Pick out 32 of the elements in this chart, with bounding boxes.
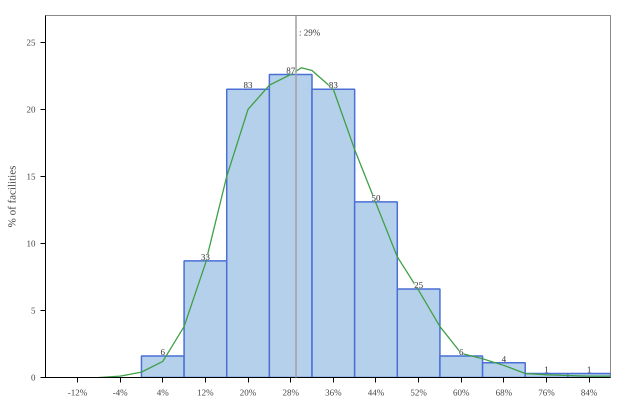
x-tick-label: -12% [68, 388, 88, 398]
y-tick-label: 25 [26, 37, 36, 48]
x-tick-label: 84% [580, 388, 598, 398]
annotation: 4 [502, 354, 507, 364]
y-tick-label: 10 [26, 238, 36, 248]
x-tick-label: 36% [325, 388, 342, 398]
y-tick-label: 5 [31, 305, 36, 316]
y-tick-label: 20 [26, 104, 36, 114]
annotation: 50 [371, 192, 381, 203]
x-tick-label: 28% [282, 388, 300, 398]
y-axis-title: % of facilities [6, 166, 18, 228]
annotation: 83 [244, 80, 254, 90]
x-tick-label: 68% [496, 388, 513, 398]
x-tick-label: 44% [368, 388, 385, 398]
ref-line-label: : 29% [299, 28, 321, 38]
x-tick-label: 60% [453, 388, 470, 398]
annotation: 87 [286, 65, 296, 76]
x-tick-label: 20% [240, 388, 257, 398]
x-tick-label: -4% [112, 388, 128, 398]
x-tick-label: 52% [410, 388, 428, 398]
x-tick-label: 4% [156, 388, 170, 398]
x-tick-label: 12% [197, 388, 214, 398]
annotation: 25 [414, 280, 424, 290]
annotation: 33 [200, 252, 210, 262]
y-tick-label: 15 [26, 171, 36, 182]
y-tick-label: 0 [31, 372, 36, 382]
annotation: 6 [160, 347, 166, 358]
annotation: 1 [586, 364, 592, 374]
annotation: 1 [544, 364, 549, 374]
annotation: 6 [459, 347, 464, 358]
annotation: 83 [328, 80, 338, 90]
x-tick-label: 76% [538, 388, 556, 398]
